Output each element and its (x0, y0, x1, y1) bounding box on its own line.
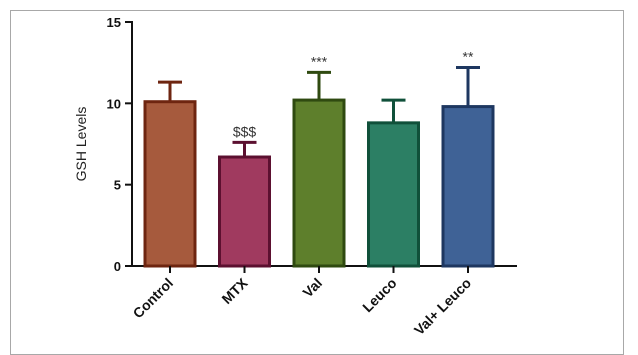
x-category-label: Control (130, 275, 177, 322)
y-tick-label: 10 (107, 96, 121, 111)
x-category-label: Val+ Leuco (411, 275, 474, 338)
y-tick-label: 0 (114, 259, 121, 274)
bar-val (292, 98, 346, 268)
x-category-label: Leuco (359, 275, 399, 315)
x-category-labels: Control MTX Val Leuco Val+ Leuco (130, 266, 474, 338)
significance-label: ** (463, 49, 474, 65)
x-category-label: Val (299, 275, 325, 301)
y-axis-label: GSH Levels (73, 107, 89, 182)
y-ticks: 0 5 10 15 (107, 15, 132, 274)
significance-label: *** (311, 53, 328, 69)
bars: $$$*** ** (143, 49, 495, 268)
bar-mtx (218, 155, 271, 268)
y-tick-label: 5 (114, 178, 121, 193)
bar-control (143, 100, 197, 268)
y-tick-label: 15 (107, 15, 121, 30)
significance-label: $$$ (233, 123, 257, 139)
x-category-label: MTX (218, 274, 251, 307)
bar-leuco (367, 121, 420, 268)
bar-val-leuco (441, 105, 495, 268)
